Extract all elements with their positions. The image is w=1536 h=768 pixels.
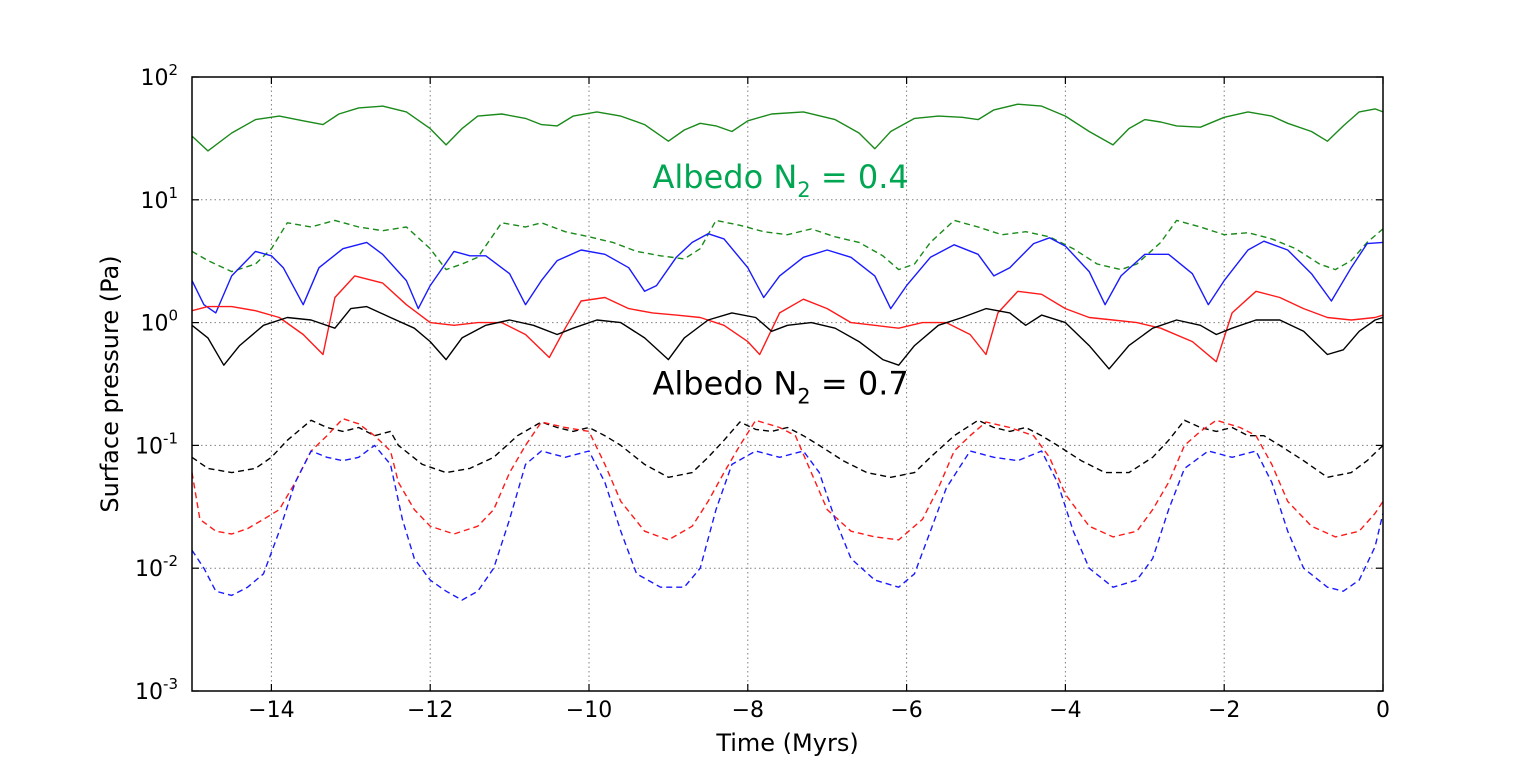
plot-frame <box>191 76 1384 692</box>
x-tick-label: −12 <box>407 698 453 723</box>
y-axis-title: Surface pressure (Pa) <box>96 255 124 512</box>
y-tick-label: 100 <box>140 307 178 337</box>
series-red-dashed <box>191 418 1384 541</box>
annotation-albedo-07: Albedo N2 = 0.7 <box>653 364 909 408</box>
series-green-dashed <box>191 219 1384 273</box>
series-red-solid <box>191 275 1384 363</box>
series-green-solid <box>191 103 1384 152</box>
x-tick-label: −14 <box>248 698 294 723</box>
series-blue-dashed <box>191 444 1384 601</box>
y-tick-label: 10-3 <box>135 675 178 705</box>
x-axis-title: Time (Myrs) <box>715 729 858 757</box>
series-blue-solid <box>191 233 1384 314</box>
series-black-solid <box>191 305 1384 370</box>
annotation-albedo-04: Albedo N2 = 0.4 <box>653 158 909 202</box>
x-tick-label: −4 <box>1049 698 1081 723</box>
x-tick-label: −8 <box>732 698 764 723</box>
tick-layer <box>192 76 1384 692</box>
x-tick-label: 0 <box>1376 698 1390 723</box>
series-layer <box>191 103 1384 601</box>
y-tick-label: 10-1 <box>135 429 178 459</box>
y-tick-label: 102 <box>140 61 178 91</box>
x-tick-label: −6 <box>890 698 922 723</box>
x-tick-label: −2 <box>1208 698 1240 723</box>
y-tick-label: 10-2 <box>135 552 178 582</box>
y-tick-label: 101 <box>140 184 178 214</box>
annotation-layer: Albedo N2 = 0.4 Albedo N2 = 0.7 <box>653 158 909 409</box>
x-tick-label: −10 <box>566 698 612 723</box>
